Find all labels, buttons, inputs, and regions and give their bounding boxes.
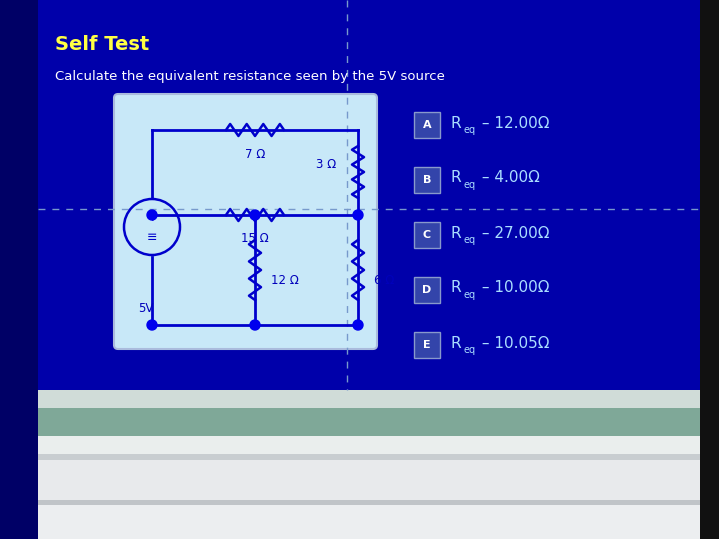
FancyBboxPatch shape [414, 112, 440, 138]
Text: eq: eq [463, 180, 475, 190]
Bar [38, 408, 700, 436]
Bar [38, 454, 700, 460]
Text: – 12.00Ω: – 12.00Ω [477, 115, 549, 130]
Text: 15 Ω: 15 Ω [241, 232, 269, 245]
Text: eq: eq [463, 290, 475, 300]
Text: – 10.05Ω: – 10.05Ω [477, 335, 549, 350]
Circle shape [353, 210, 363, 220]
FancyBboxPatch shape [414, 332, 440, 358]
Text: R: R [451, 115, 462, 130]
Circle shape [147, 320, 157, 330]
Text: ≡: ≡ [147, 231, 157, 244]
Text: B: B [423, 175, 431, 185]
Text: 6 Ω: 6 Ω [374, 273, 395, 287]
Bar [38, 0, 700, 390]
Bar [38, 460, 700, 500]
Text: D: D [422, 285, 431, 295]
Text: C: C [423, 230, 431, 240]
Text: 3 Ω: 3 Ω [316, 157, 336, 170]
Bar [38, 500, 700, 505]
Circle shape [353, 320, 363, 330]
Text: 5V: 5V [138, 302, 154, 315]
FancyBboxPatch shape [414, 222, 440, 248]
Text: eq: eq [463, 125, 475, 135]
Circle shape [250, 210, 260, 220]
Text: R: R [451, 335, 462, 350]
Bar [38, 390, 700, 408]
Text: – 10.00Ω: – 10.00Ω [477, 280, 549, 295]
Bar [38, 505, 700, 539]
Text: R: R [451, 170, 462, 185]
Text: E: E [423, 340, 431, 350]
Bar [0, 0, 38, 539]
Circle shape [250, 320, 260, 330]
Text: R: R [451, 280, 462, 295]
Text: 12 Ω: 12 Ω [271, 273, 299, 287]
Text: Self Test: Self Test [55, 35, 150, 54]
FancyBboxPatch shape [414, 167, 440, 193]
Bar [700, 0, 719, 539]
Text: 7 Ω: 7 Ω [244, 148, 265, 161]
Text: eq: eq [463, 235, 475, 245]
Text: Calculate the equivalent resistance seen by the 5V source: Calculate the equivalent resistance seen… [55, 70, 445, 83]
Text: +: + [146, 210, 157, 224]
Text: – 27.00Ω: – 27.00Ω [477, 225, 549, 240]
Text: – 4.00Ω: – 4.00Ω [477, 170, 540, 185]
Text: A: A [423, 120, 431, 130]
Circle shape [147, 210, 157, 220]
FancyBboxPatch shape [414, 277, 440, 303]
Text: R: R [451, 225, 462, 240]
Text: eq: eq [463, 345, 475, 355]
Bar [38, 436, 700, 454]
FancyBboxPatch shape [114, 94, 377, 349]
